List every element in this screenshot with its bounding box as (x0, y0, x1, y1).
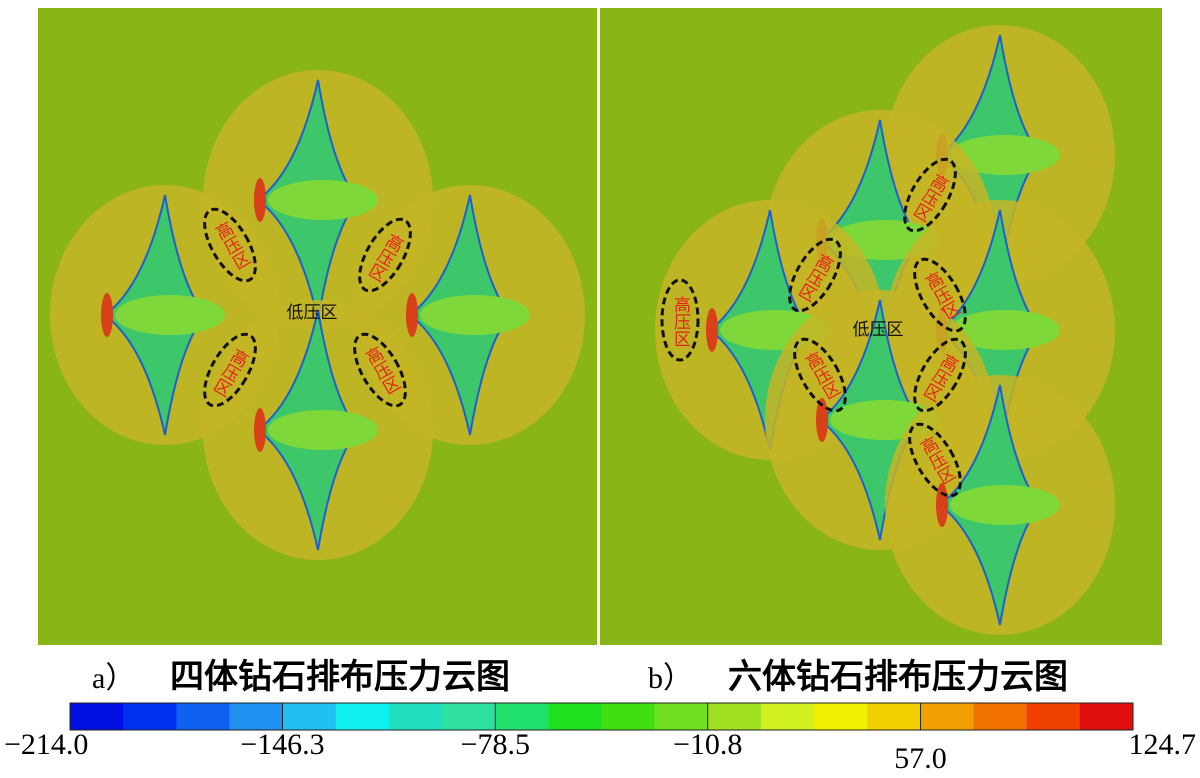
high-pressure-ring (913, 337, 967, 413)
hot-edge (254, 178, 266, 222)
high-pressure-ring (660, 278, 700, 362)
color-band (388, 703, 443, 730)
color-band (548, 703, 602, 730)
caption-letter: a） (92, 662, 135, 695)
tick-label: −78.5 (461, 728, 530, 761)
high-pressure-ring (353, 332, 407, 408)
high-pressure-ring (908, 422, 962, 498)
color-band (814, 703, 868, 730)
low-pressure-label: 低压区 (853, 320, 904, 340)
body (420, 295, 530, 335)
tick-label: −10.8 (673, 728, 742, 761)
hot-edge (706, 308, 718, 352)
high-pressure-ring (358, 217, 412, 293)
hot-edge (406, 293, 418, 337)
color-band (760, 703, 815, 730)
low-pressure-label: 低压区 (287, 303, 338, 323)
color-band (70, 703, 124, 730)
body (950, 485, 1060, 525)
caption: 六体钻石排布压力云图 (728, 658, 1068, 696)
tick-label: 57.0 (894, 742, 947, 775)
color-band (335, 703, 390, 730)
color-band (601, 703, 656, 730)
tick-label: −214.0 (4, 728, 88, 761)
high-pressure-ring (203, 332, 257, 408)
high-pressure-ring (913, 257, 967, 333)
color-band (707, 703, 762, 730)
hot-edge (254, 408, 266, 452)
high-pressure-ring (788, 237, 842, 313)
body (115, 295, 225, 335)
hot-edge (816, 398, 828, 442)
body (950, 135, 1060, 175)
colorbar: −214.0 −146.3 −78.5 −10.8 57.0 124.7 (4, 702, 1197, 775)
color-band (1079, 703, 1134, 730)
high-pressure-ring (903, 157, 957, 233)
high-pressure-label: 高压区 (670, 296, 691, 347)
color-band (654, 703, 709, 730)
color-band (495, 703, 549, 730)
high-pressure-ring (203, 207, 257, 283)
color-band (282, 703, 337, 730)
color-band (973, 703, 1028, 730)
body (950, 310, 1060, 350)
body (268, 180, 378, 220)
body (268, 410, 378, 450)
color-band (229, 703, 284, 730)
color-band (442, 703, 496, 730)
color-band (123, 703, 177, 730)
tick-label: 124.7 (1129, 728, 1197, 761)
tick-label: −146.3 (240, 728, 324, 761)
color-band (920, 703, 975, 730)
hot-edge (101, 293, 113, 337)
caption-letter: b） (648, 662, 693, 695)
caption: 四体钻石排布压力云图 (170, 658, 510, 696)
color-band (176, 703, 230, 730)
color-band (1026, 703, 1081, 730)
color-band (867, 703, 921, 730)
high-pressure-ring (793, 337, 847, 413)
